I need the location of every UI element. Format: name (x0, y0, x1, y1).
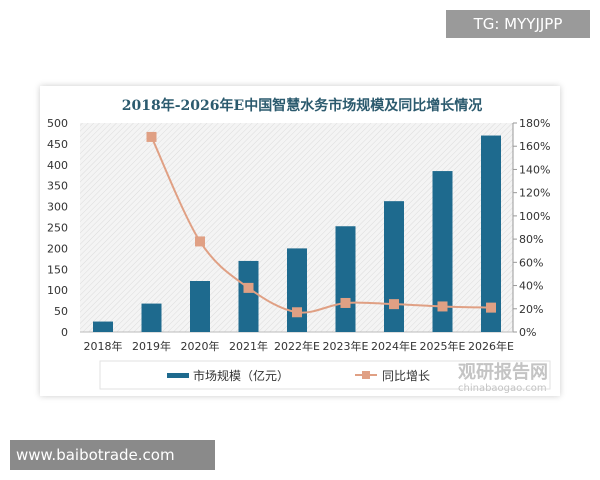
right-tick-label: 160% (519, 140, 550, 153)
left-tick-label: 350 (47, 180, 68, 193)
left-tick-label: 450 (47, 138, 68, 151)
right-tick-label: 0% (519, 326, 536, 339)
bar-2019年 (141, 303, 162, 332)
bar-2024年E (384, 201, 404, 332)
chart-title: 2018年-2026年E中国智慧水务市场规模及同比增长情况 (122, 97, 482, 114)
legend-bar-swatch (167, 373, 189, 378)
x-tick-label: 2023年E (323, 339, 369, 353)
legend-line-marker (362, 371, 370, 379)
bar-2020年 (190, 281, 210, 332)
bar-2022年E (287, 248, 307, 332)
legend-bar-label: 市场规模（亿元） (193, 368, 289, 383)
chart: 2018年-2026年E中国智慧水务市场规模及同比增长情况 0 50 100 150 2… (47, 97, 551, 390)
x-tick-label: 2024年E (371, 339, 417, 353)
right-tick-label: 140% (519, 163, 550, 176)
right-tick-label: 40% (519, 280, 543, 293)
watermark-bottom: www.baibotrade.com (10, 440, 215, 470)
watermark-top: TG: MYYJJPP (446, 10, 590, 38)
left-tick-label: 50 (54, 305, 68, 318)
left-tick-label: 0 (61, 326, 68, 339)
logo-text: 观研报告网 (458, 362, 548, 383)
growth-point-2026年E (486, 302, 496, 313)
logo-url: chinabaogao.com (458, 383, 547, 394)
x-tick-label: 2021年 (229, 339, 268, 353)
right-tick-label: 80% (519, 233, 543, 246)
right-tick-label: 100% (519, 210, 550, 223)
left-tick-label: 300 (47, 201, 68, 214)
x-tick-label: 2022年E (274, 339, 320, 353)
left-tick-label: 500 (47, 117, 68, 130)
right-tick-label: 180% (519, 117, 550, 130)
growth-point-2023年E (340, 297, 351, 308)
bar-2025年E (432, 171, 453, 332)
x-tick-label: 2018年 (84, 339, 123, 353)
left-tick-label: 150 (47, 263, 68, 276)
x-tick-label: 2025年E (420, 339, 466, 353)
x-tick-label: 2026年E (468, 339, 514, 353)
x-tick-label: 2019年 (132, 339, 171, 353)
bar-2018年 (93, 321, 113, 332)
right-tick-label: 60% (519, 256, 543, 269)
left-tick-label: 200 (47, 242, 68, 255)
growth-point-2024年E (389, 299, 399, 310)
chart-card: 2018年-2026年E中国智慧水务市场规模及同比增长情况 0 50 100 150 2… (40, 86, 560, 396)
growth-point-2020年 (195, 236, 205, 247)
left-tick-label: 100 (47, 284, 68, 297)
legend-line-label: 同比增长 (382, 369, 430, 383)
bar-2021年 (238, 260, 259, 332)
x-tick-label: 2020年 (181, 339, 220, 353)
bar-2026年E (481, 135, 501, 332)
right-tick-label: 20% (519, 303, 543, 316)
left-tick-label: 250 (47, 222, 68, 235)
right-tick-label: 120% (519, 187, 550, 200)
growth-point-2019年 (146, 131, 157, 142)
left-tick-label: 400 (47, 159, 68, 172)
growth-point-2025年E (437, 301, 448, 312)
growth-point-2021年 (243, 282, 254, 293)
growth-point-2022年E (292, 307, 302, 318)
bar-2023年E (335, 226, 356, 332)
